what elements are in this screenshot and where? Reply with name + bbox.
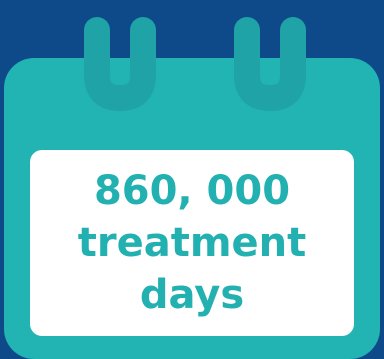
stat-label: 860, 000 treatment days (30, 150, 354, 336)
calendar-panel (30, 150, 354, 336)
stat-unit-line-1: treatment (77, 220, 307, 266)
calendar-ring-left (84, 17, 156, 112)
stat-unit-line-2: days (139, 272, 245, 318)
calendar-ring-right (234, 17, 306, 112)
stat-number: 860, 000 (93, 168, 291, 214)
